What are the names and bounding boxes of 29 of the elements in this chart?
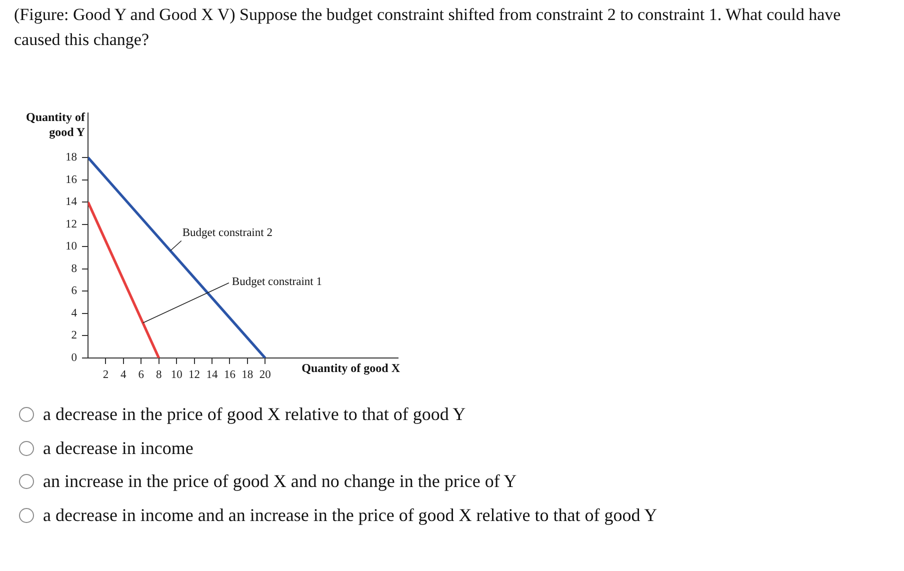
y-tick-label: 8 bbox=[71, 262, 78, 275]
y-tick-label: 14 bbox=[66, 196, 78, 208]
y-tick-label: 4 bbox=[71, 307, 78, 320]
x-tick-label: 16 bbox=[224, 368, 236, 381]
y-tick-label: 16 bbox=[66, 174, 78, 186]
y-axis-title: Quantity of good Y bbox=[26, 110, 86, 140]
x-tick-label: 14 bbox=[206, 368, 218, 381]
x-tick-label: 8 bbox=[156, 368, 162, 381]
x-tick-label: 12 bbox=[188, 368, 200, 381]
y-tick-label: 6 bbox=[71, 285, 78, 298]
chart-title: (Figure: Good Y and Good X V) Suppose the budget constraint shifted from constraint 2 to constraint 1. What could have caused this change? bbox=[14, 4, 842, 51]
y-tick-label: 2 bbox=[71, 330, 78, 342]
y-tick-label: 0 bbox=[71, 352, 78, 364]
x-tick-label: 4 bbox=[120, 368, 127, 381]
text: a decrease in income bbox=[43, 438, 194, 459]
y-tick-label: 18 bbox=[66, 152, 78, 164]
text: an increase in the price of good X and no change in the price of Y bbox=[43, 471, 517, 492]
x-axis-title: Quantity of good X bbox=[302, 361, 400, 376]
x-tick-label: 2 bbox=[102, 368, 109, 381]
x-tick-label: 6 bbox=[138, 368, 144, 381]
x-tick-label: 20 bbox=[259, 368, 272, 381]
series-label: Budget constraint 2 bbox=[182, 226, 273, 239]
y-tick-label: 12 bbox=[66, 218, 78, 230]
text: a decrease in income and an increase in the price of good X relative to that of good Y bbox=[43, 505, 658, 526]
text: a decrease in the price of good X relative to that of good Y bbox=[43, 404, 466, 426]
text: Budget constraint 1 bbox=[232, 276, 322, 288]
y-tick-label: 10 bbox=[66, 240, 78, 253]
x-tick-label: 18 bbox=[242, 368, 254, 381]
x-tick-label: 10 bbox=[170, 368, 183, 381]
